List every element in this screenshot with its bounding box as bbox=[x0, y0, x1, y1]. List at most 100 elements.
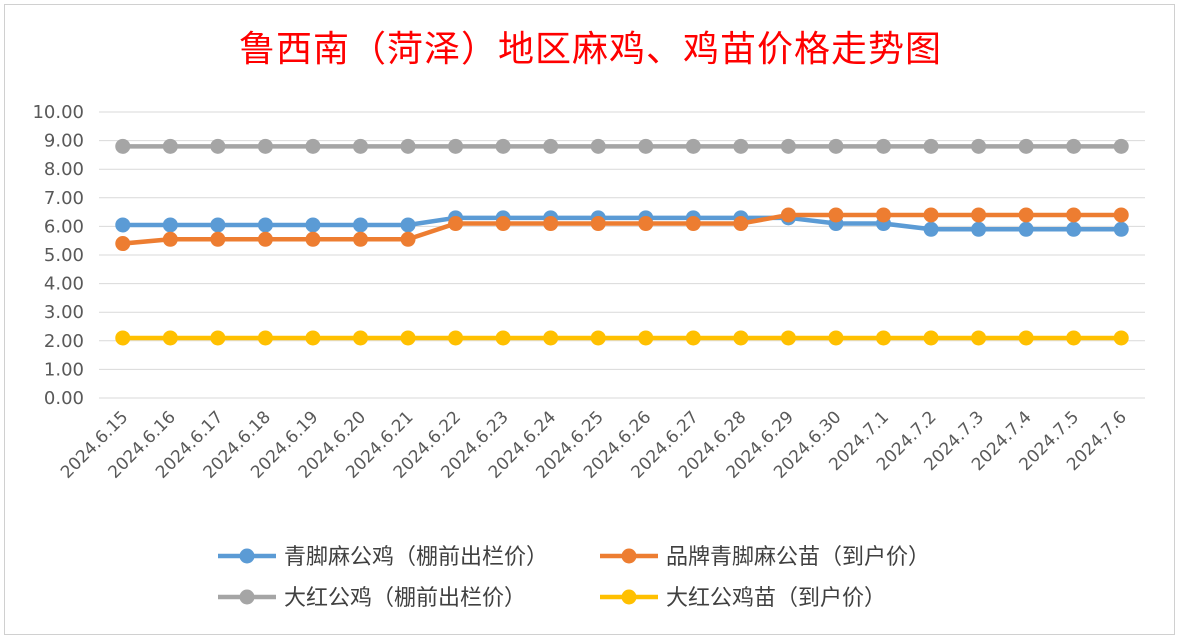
data-point bbox=[971, 330, 987, 346]
data-point bbox=[210, 217, 226, 233]
legend-label: 品牌青脚麻公苗（到户价） bbox=[666, 545, 930, 570]
legend-label: 青脚麻公鸡（棚前出栏价） bbox=[284, 545, 548, 570]
y-tick-label: 4.00 bbox=[44, 274, 84, 295]
chart-title: 鲁西南（菏泽）地区麻鸡、鸡苗价格走势图 bbox=[238, 29, 942, 70]
data-point bbox=[210, 231, 226, 247]
data-point bbox=[876, 207, 891, 223]
gridlines bbox=[99, 111, 1145, 399]
data-point bbox=[162, 138, 178, 154]
data-point bbox=[115, 236, 131, 252]
y-tick-label: 2.00 bbox=[44, 331, 84, 352]
data-point bbox=[448, 330, 464, 346]
data-point bbox=[685, 216, 701, 232]
series-3 bbox=[115, 330, 1129, 346]
data-point bbox=[257, 217, 273, 233]
data-point bbox=[543, 216, 559, 232]
data-point bbox=[448, 216, 464, 232]
data-point bbox=[1066, 221, 1082, 237]
data-point bbox=[115, 217, 131, 233]
y-tick-label: 6.00 bbox=[44, 216, 84, 237]
data-point bbox=[400, 217, 416, 233]
legend-item: 品牌青脚麻公苗（到户价） bbox=[600, 545, 930, 570]
data-point bbox=[733, 216, 749, 232]
data-point bbox=[638, 330, 654, 346]
data-point bbox=[543, 138, 559, 154]
data-point bbox=[590, 138, 606, 154]
data-point bbox=[876, 330, 891, 346]
data-point bbox=[400, 231, 416, 247]
data-point bbox=[257, 231, 273, 247]
data-point bbox=[210, 330, 226, 346]
data-point bbox=[1066, 138, 1082, 154]
data-point bbox=[780, 207, 796, 223]
series-2 bbox=[115, 138, 1129, 154]
legend-label: 大红公鸡苗（到户价） bbox=[666, 586, 886, 611]
data-point bbox=[1113, 207, 1129, 223]
legend-label: 大红公鸡（棚前出栏价） bbox=[284, 586, 526, 611]
data-point bbox=[257, 330, 273, 346]
data-point bbox=[162, 217, 178, 233]
data-point bbox=[400, 138, 416, 154]
chart-frame bbox=[4, 4, 1175, 635]
data-point bbox=[923, 138, 939, 154]
data-point bbox=[780, 330, 796, 346]
data-point bbox=[1066, 207, 1082, 223]
y-tick-label: 0.00 bbox=[44, 388, 84, 409]
data-point bbox=[353, 217, 368, 233]
data-point bbox=[685, 138, 701, 154]
plot-area bbox=[115, 138, 1129, 346]
data-point bbox=[923, 330, 939, 346]
data-point bbox=[495, 138, 511, 154]
y-tick-label: 7.00 bbox=[44, 188, 84, 209]
data-point bbox=[400, 330, 416, 346]
data-point bbox=[495, 330, 511, 346]
data-point bbox=[1018, 207, 1034, 223]
data-point bbox=[210, 138, 226, 154]
x-axis: 2024.6.152024.6.162024.6.172024.6.182024… bbox=[57, 407, 1131, 482]
data-point bbox=[305, 231, 321, 247]
y-tick-label: 1.00 bbox=[44, 359, 84, 380]
data-point bbox=[448, 138, 464, 154]
legend-item: 青脚麻公鸡（棚前出栏价） bbox=[218, 545, 548, 570]
data-point bbox=[590, 216, 606, 232]
data-point bbox=[1018, 330, 1034, 346]
data-point bbox=[162, 231, 178, 247]
data-point bbox=[971, 207, 987, 223]
series-1 bbox=[115, 207, 1129, 252]
data-point bbox=[257, 138, 273, 154]
legend: 青脚麻公鸡（棚前出栏价） 品牌青脚麻公苗（到户价） 大红公鸡（棚前出栏价） 大红公鸡苗… bbox=[218, 545, 930, 611]
data-point bbox=[353, 138, 368, 154]
data-point bbox=[495, 216, 511, 232]
data-point bbox=[638, 216, 654, 232]
y-tick-label: 8.00 bbox=[44, 159, 84, 180]
series-line bbox=[122, 212, 1122, 246]
data-point bbox=[1018, 221, 1034, 237]
legend-swatch-marker bbox=[621, 589, 637, 605]
y-axis: 0.00 1.00 2.00 3.00 4.00 5.00 6.00 7.00 8.00 9.00… bbox=[32, 102, 84, 409]
y-tick-label: 5.00 bbox=[44, 245, 84, 266]
data-point bbox=[305, 330, 321, 346]
data-point bbox=[685, 330, 701, 346]
data-point bbox=[590, 330, 606, 346]
data-point bbox=[353, 330, 368, 346]
data-point bbox=[828, 207, 844, 223]
data-point bbox=[115, 138, 131, 154]
data-point bbox=[733, 138, 749, 154]
data-point bbox=[1113, 138, 1129, 154]
data-point bbox=[638, 138, 654, 154]
legend-swatch-marker bbox=[621, 548, 637, 564]
data-point bbox=[353, 231, 368, 247]
legend-swatch-marker bbox=[239, 548, 255, 564]
data-point bbox=[1113, 330, 1129, 346]
data-point bbox=[1018, 138, 1034, 154]
data-point bbox=[780, 138, 796, 154]
legend-item: 大红公鸡苗（到户价） bbox=[600, 586, 886, 611]
legend-item: 大红公鸡（棚前出栏价） bbox=[218, 586, 526, 611]
data-point bbox=[923, 207, 939, 223]
data-point bbox=[115, 330, 131, 346]
data-point bbox=[923, 221, 939, 237]
data-point bbox=[1113, 221, 1129, 237]
data-point bbox=[733, 330, 749, 346]
data-point bbox=[1066, 330, 1082, 346]
